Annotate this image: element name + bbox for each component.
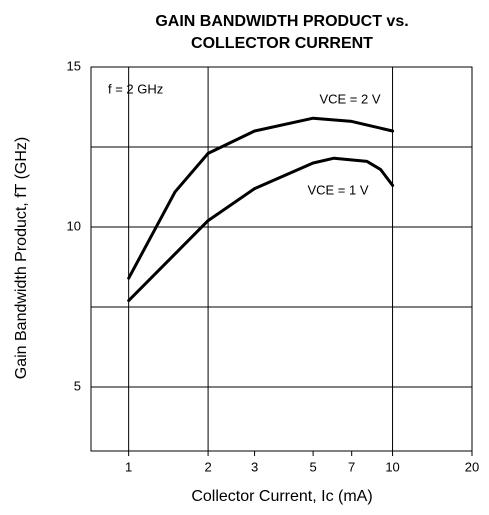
x-axis-label: Collector Current, Ic (mA)	[191, 488, 372, 505]
y-tick-label: 15	[67, 58, 81, 73]
chart-title: COLLECTOR CURRENT	[191, 35, 373, 52]
x-tick-label: 2	[204, 459, 211, 474]
series-label: VCE = 1 V	[307, 182, 368, 197]
x-tick-label: 5	[309, 459, 316, 474]
y-tick-label: 10	[67, 218, 81, 233]
chart-title: GAIN BANDWIDTH PRODUCT vs.	[155, 13, 408, 30]
y-axis-label: Gain Bandwidth Product, fT (GHz)	[13, 137, 30, 379]
x-tick-label: 20	[465, 459, 479, 474]
series-line	[127, 156, 395, 303]
x-tick-label: 7	[348, 459, 355, 474]
annotation: f = 2 GHz	[108, 81, 163, 96]
x-tick-label: 1	[125, 459, 132, 474]
x-tick-label: 10	[385, 459, 399, 474]
series-line	[127, 116, 395, 280]
series-label: VCE = 2 V	[319, 91, 380, 106]
x-tick-label: 3	[251, 459, 258, 474]
y-tick-label: 5	[74, 378, 81, 393]
